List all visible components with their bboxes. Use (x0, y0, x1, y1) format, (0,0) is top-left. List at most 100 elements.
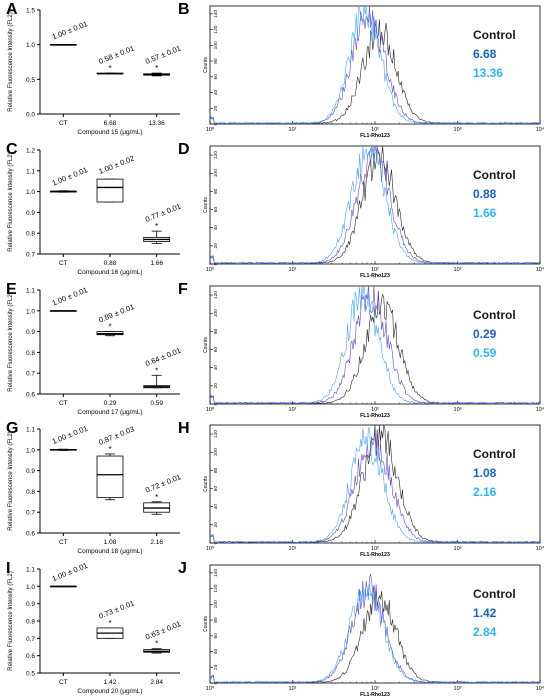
row3-box-data-label: 0.87 ± 0.03 (97, 425, 135, 447)
row2-hist-ytick-label: 120 (213, 290, 219, 298)
row3-hist-xlabel: FL1-Rho123 (360, 552, 390, 558)
row4-box-data-label: 0.73 ± 0.01 (97, 599, 135, 621)
row0-box-xtick-label: 6.68 (104, 120, 117, 127)
row4-box-ytick-label: 0.7 (26, 636, 35, 643)
row1-legend-entry-1: 0.88 (473, 186, 497, 201)
row2-box-xtick-label: 0.29 (104, 400, 117, 407)
row4-box-ylabel: Relative Fluorescence Intensity (FL2) (8, 571, 14, 670)
row1-hist-xtick-label: 10⁴ (536, 266, 545, 273)
row2-hist-series-2 (209, 285, 541, 404)
row0-hist-xtick-label: 10² (371, 127, 379, 133)
row1-hist-ytick-label: 60 (213, 206, 219, 212)
row2-hist-xtick-label: 10² (371, 407, 379, 413)
row3-box-xtick-label: 1.08 (104, 539, 117, 546)
row4-hist-xtick-label: 10¹ (289, 686, 297, 692)
row1-box-ytick-label: 0.8 (26, 230, 35, 237)
row3-hist-legend: Control 1.08 2.16 (473, 445, 516, 502)
row0-legend-entry-2: 13.36 (473, 66, 504, 80)
row1-hist-legend: Control 0.88 1.66 (473, 166, 516, 223)
row4-hist-xtick-label: 10² (371, 686, 379, 692)
row0-hist-panel-label: B (178, 1, 190, 18)
row3-hist-xtick-label: 10³ (454, 546, 462, 552)
row0-box-ytick-label: 0.5 (26, 77, 35, 84)
row3-hist-ytick-label: 80 (213, 468, 219, 474)
row2-box-ytick-label: 0.7 (26, 370, 35, 377)
row3-hist-xtick-label: 10⁰ (206, 545, 215, 552)
row1-legend-entry-2: 1.66 (473, 205, 497, 220)
row4-box-significance-star: * (108, 619, 111, 628)
row4-box-data-label: 0.63 ± 0.01 (144, 619, 182, 641)
row2-hist-ytick-label: 80 (213, 328, 219, 334)
row3-hist-xtick-label: 10⁴ (536, 545, 545, 552)
row4-box-data-label: 1.00 ± 0.01 (51, 561, 89, 583)
row4-box-ytick-label: 0.9 (26, 601, 35, 608)
row3-hist-svg: 0 20 40 60 80 100 120 Counts 10⁰ 10¹ 10² 10³ 10⁴ FL1-… (203, 424, 545, 558)
row3-box-ytick-label: 0.6 (26, 531, 35, 538)
row0-box-ytick-label: 1.5 (26, 8, 35, 15)
row4-box-xlabel: Compound 20 (μg/mL) (77, 688, 142, 695)
row2-hist-ylabel: Counts (203, 336, 209, 352)
row2-box-ytick-label: 0.9 (26, 329, 35, 336)
row4-hist-xtick-label: 10⁰ (206, 685, 215, 692)
row2-box-ytick-label: 1.0 (26, 308, 35, 315)
row4-legend-entry-1: 1.42 (473, 606, 497, 621)
row4-box-significance-star: * (155, 640, 158, 649)
row4-hist-panel: 0 20 40 60 80 100 120 140 Counts 10⁰ 10¹ 10² 10³ 10⁴ F… (200, 559, 550, 698)
row4-box-ytick-label: 0.5 (26, 671, 35, 678)
row4-hist-ytick-label: 100 (213, 600, 219, 608)
row1-box-xtick-label: 0.88 (104, 260, 117, 267)
row4-hist-series-2 (209, 583, 541, 684)
row2-hist-xtick-label: 10⁴ (536, 406, 545, 413)
row0-hist-ytick-label: 100 (213, 41, 219, 49)
row0-box-significance-star: * (108, 64, 111, 73)
row2-hist-panel-label: F (178, 280, 188, 298)
row2-box-xtick-label: CT (59, 400, 68, 407)
row0-legend-entry-1: 6.68 (473, 47, 497, 61)
row0-hist-ytick-label: 20 (213, 105, 219, 111)
row2-box-ylabel: Relative Fluorescence Intensity (FL2) (8, 292, 14, 391)
row2-box-panel: 0.6 0.7 0.8 0.9 1.0 1.1 CT 0.29 0.59 Compound 17 … (0, 280, 190, 417)
row1-box-data-label: 0.77 ± 0.01 (144, 201, 182, 223)
row1-hist-xtick-label: 10² (371, 267, 379, 273)
row4-hist-ytick-label: 80 (213, 617, 219, 623)
row4-box-svg: 0.5 0.6 0.7 0.8 0.9 1.0 1.1 CT 1.42 2.84 Compound … (8, 561, 182, 695)
row1-hist-ytick-label: 120 (213, 151, 219, 159)
row1-box-data-label: 1.00 ± 0.01 (51, 165, 89, 187)
row4-hist-ylabel: Counts (203, 616, 209, 632)
row0-box-xlabel: Compound 15 (μg/mL) (77, 129, 142, 136)
row4-hist-ytick-label: 120 (213, 584, 219, 592)
row1-hist-panel-label: D (178, 140, 190, 158)
row3-box-panel: 0.6 0.7 0.8 0.9 1.0 1.1 CT 1.08 2.16 Compound 18 … (0, 419, 190, 556)
row1-hist-ytick-label: 80 (213, 188, 219, 194)
row4-box-xtick-label: 2.84 (150, 679, 163, 686)
row1-box-panel: 0.7 0.8 0.9 1.0 1.1 1.2 CT 0.88 1.66 Compound 16 … (0, 140, 190, 277)
row1-hist-ytick-label: 100 (213, 169, 219, 177)
row0-box-ytick-label: 1.0 (26, 42, 35, 49)
row0-hist-panel: 0 20 40 60 80 100 120 140 Counts 10⁰ 10¹ 10² 10³ 10⁴ F… (200, 0, 550, 139)
row4-legend-entry-2: 2.84 (473, 625, 497, 640)
row4-hist-ytick-label: 0 (213, 682, 219, 685)
row0-box-significance-star: * (155, 64, 158, 73)
row3-legend-entry-2: 2.16 (473, 485, 497, 500)
row2-hist-panel: 0 20 40 60 80 100 120 Counts 10⁰ 10¹ 10² 10³ 10⁴ FL1-… (200, 280, 550, 419)
row1-hist-xtick-label: 10³ (454, 267, 462, 273)
row2-legend-entry-0: Control (473, 307, 516, 322)
row2-hist-svg: 0 20 40 60 80 100 120 Counts 10⁰ 10¹ 10² 10³ 10⁴ FL1-… (203, 285, 545, 419)
row3-box-ytick-label: 0.7 (26, 510, 35, 517)
row3-box-panel-label: G (6, 420, 19, 438)
row4-box-ytick-label: 1.1 (26, 567, 35, 574)
row0-hist-ytick-label: 80 (213, 58, 219, 64)
row4-hist-legend: Control 1.42 2.84 (473, 585, 516, 642)
row1-hist-series-2 (209, 145, 541, 264)
row0-legend-entry-0: Control (473, 28, 516, 42)
row2-hist-ytick-label: 60 (213, 346, 219, 352)
row2-legend-entry-2: 0.59 (473, 345, 497, 360)
row0-hist-xtick-label: 10⁴ (536, 126, 545, 133)
row0-box-xtick-label: CT (59, 120, 68, 127)
row4-box-ytick-label: 1.0 (26, 584, 35, 591)
row4-box-xtick-label: 1.42 (104, 679, 117, 686)
row4-hist-xtick-label: 10⁴ (536, 685, 545, 692)
row0-hist-ytick-label: 60 (213, 74, 219, 80)
row1-box-xlabel: Compound 16 (μg/mL) (77, 269, 142, 276)
